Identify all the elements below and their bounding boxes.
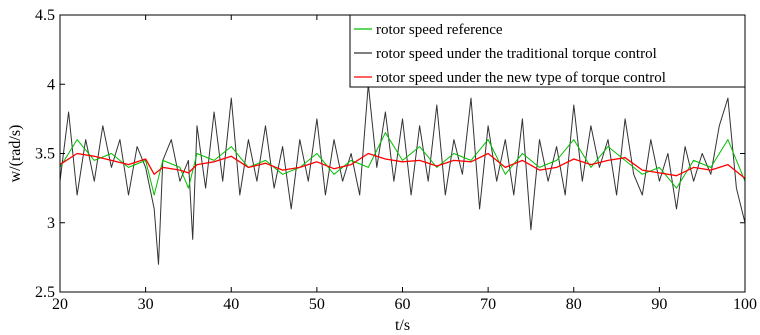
y-axis-label: w/(rad/s) [7, 125, 24, 183]
y-tick-label: 4 [47, 76, 55, 93]
y-tick-label: 4.5 [35, 7, 55, 24]
x-tick-label: 60 [395, 296, 411, 313]
y-tick-label: 3 [47, 215, 55, 232]
x-tick-label: 90 [651, 296, 667, 313]
ticks-layer: 20 30 40 50 60 70 80 90 100 2.5 3 3.5 4 4.5 [35, 7, 757, 313]
x-tick-label: 100 [733, 296, 757, 313]
x-tick-label: 30 [138, 296, 154, 313]
x-tick-label: 50 [309, 296, 325, 313]
series-line-1 [59, 83, 746, 265]
legend-box [349, 14, 746, 88]
series-line-2 [59, 152, 746, 179]
legend: rotor speed reference rotor speed under … [349, 14, 746, 88]
y-tick-label: 3.5 [35, 146, 55, 163]
legend-label-reference: rotor speed reference [376, 22, 503, 38]
x-tick-label: 20 [52, 296, 68, 313]
legend-label-traditional: rotor speed under the traditional torque… [376, 46, 657, 62]
legend-label-new-type: rotor speed under the new type of torque… [376, 70, 666, 86]
y-tick-label: 2.5 [35, 284, 55, 301]
series-layer [59, 83, 746, 265]
x-tick-label: 40 [223, 296, 239, 313]
series-line-0 [59, 132, 746, 196]
x-tick-label: 80 [566, 296, 582, 313]
x-tick-label: 70 [480, 296, 496, 313]
x-axis-label: t/s [395, 317, 410, 334]
